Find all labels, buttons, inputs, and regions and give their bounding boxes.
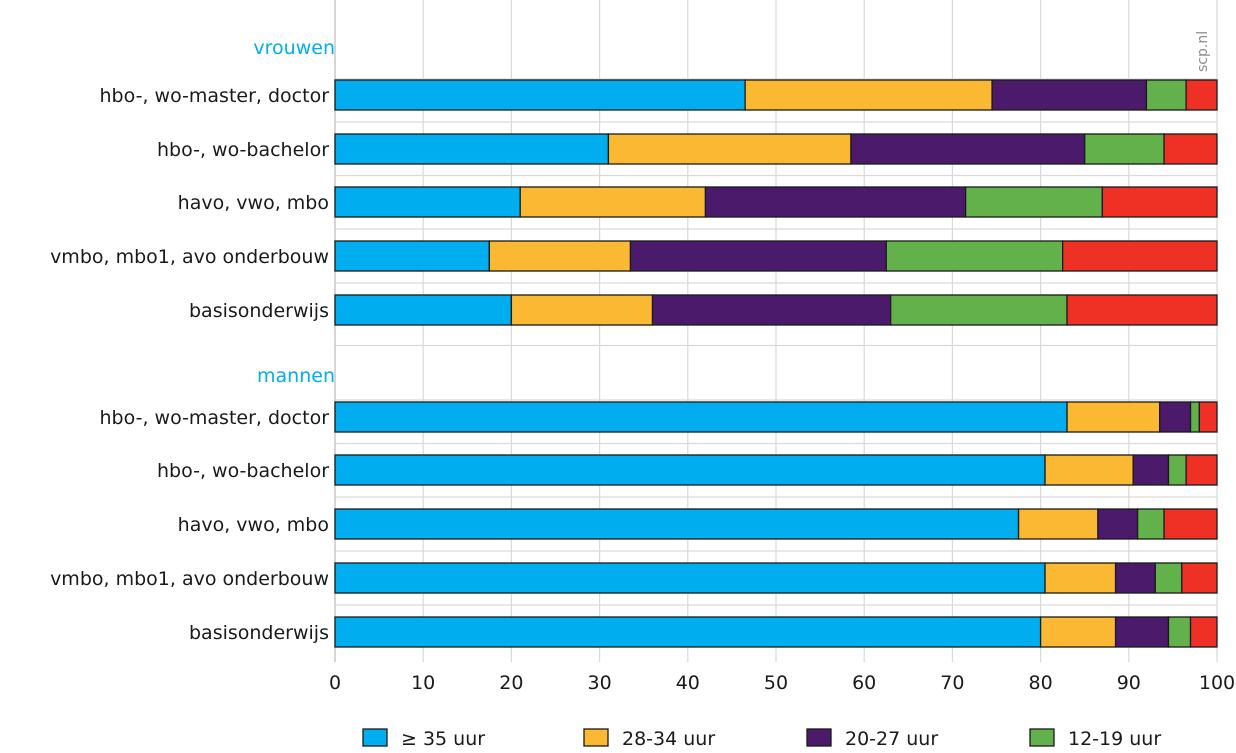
category-label: havo, vwo, mbo [178, 192, 329, 214]
bar-segment [334, 401, 1068, 433]
group-label: vrouwen [253, 37, 335, 59]
bar-segment [488, 240, 632, 272]
bar-segment [1066, 294, 1218, 326]
bar-segment [1167, 616, 1192, 648]
x-tick-label: 60 [852, 672, 876, 694]
legend-swatch [806, 728, 832, 747]
category-label: basisonderwijs [189, 622, 329, 644]
bar-segment [991, 79, 1148, 111]
bar-segment [651, 294, 892, 326]
category-label: hbo-, wo-master, doctor [100, 407, 330, 429]
bar-segment [1044, 562, 1117, 594]
legend-swatch [583, 728, 609, 747]
bar-segment [1185, 79, 1218, 111]
bar-segment [744, 79, 993, 111]
bar-segment [1189, 401, 1201, 433]
bar-segment [1017, 508, 1099, 540]
legend-swatch [362, 728, 388, 747]
bar-segment [1145, 79, 1187, 111]
category-label: vmbo, mbo1, avo onderbouw [50, 568, 329, 590]
bar-segment [629, 240, 887, 272]
bar-segment [704, 186, 967, 218]
bar-segment [607, 133, 852, 165]
bar-segment [334, 616, 1042, 648]
x-tick-label: 10 [411, 672, 435, 694]
legend-swatch [1029, 728, 1055, 747]
bar-segment [1066, 401, 1161, 433]
bar-segment [334, 454, 1046, 486]
bar-segment [890, 294, 1068, 326]
bar-segment [1132, 454, 1170, 486]
bar-segment [334, 294, 513, 326]
x-tick-label: 80 [1029, 672, 1053, 694]
bar-segment [1189, 616, 1218, 648]
bars [334, 79, 1218, 648]
bar-segment [334, 186, 521, 218]
x-tick-label: 100 [1199, 672, 1235, 694]
bar-segment [334, 79, 746, 111]
category-label: havo, vwo, mbo [178, 514, 329, 536]
category-label: basisonderwijs [189, 300, 329, 322]
bar-segment [510, 294, 654, 326]
category-label: hbo-, wo-bachelor [157, 460, 329, 482]
bar-segment [1181, 562, 1218, 594]
watermark: scp.nl [1195, 31, 1211, 72]
legend-label: 28-34 uur [622, 728, 715, 749]
bar-segment [1136, 508, 1165, 540]
x-tick-label: 20 [499, 672, 523, 694]
bar-segment [1039, 616, 1117, 648]
bar-segment [1097, 508, 1139, 540]
bar-segment [334, 240, 491, 272]
x-tick-label: 30 [588, 672, 612, 694]
bar-segment [1101, 186, 1218, 218]
bar-segment [850, 133, 1086, 165]
x-tick-label: 0 [329, 672, 341, 694]
bar-segment [1084, 133, 1165, 165]
bar-segment [1159, 401, 1192, 433]
category-label: hbo-, wo-master, doctor [100, 85, 330, 107]
x-tick-label: 40 [676, 672, 700, 694]
bar-segment [1114, 562, 1156, 594]
bar-segment [1185, 454, 1218, 486]
category-label: hbo-, wo-bachelor [157, 139, 329, 161]
legend-label: ≥ 35 uur [401, 728, 485, 749]
bar-segment [1114, 616, 1170, 648]
group-label: mannen [257, 365, 335, 387]
bar-segment [1044, 454, 1134, 486]
x-tick-label: 70 [940, 672, 964, 694]
bar-segment [519, 186, 707, 218]
bar-segment [964, 186, 1103, 218]
bar-segment [1163, 133, 1218, 165]
legend-label: 20-27 uur [845, 728, 938, 749]
x-axis: 0 10 20 30 40 50 60 70 80 90 100 [329, 672, 1235, 694]
bar-segment [1062, 240, 1218, 272]
bar-segment [1167, 454, 1187, 486]
x-tick-label: 90 [1117, 672, 1141, 694]
bar-segment [1198, 401, 1218, 433]
category-label: vmbo, mbo1, avo onderbouw [50, 246, 329, 268]
bar-segment [334, 562, 1046, 594]
bar-segment [1154, 562, 1183, 594]
bar-segment [1163, 508, 1218, 540]
bar-segment [334, 133, 610, 165]
legend-label: 12-19 uur [1068, 728, 1161, 749]
x-tick-label: 50 [764, 672, 788, 694]
bar-segment [885, 240, 1064, 272]
bar-segment [334, 508, 1020, 540]
category-labels: vrouwen hbo-, wo-master, doctor hbo-, wo-b… [50, 37, 335, 644]
